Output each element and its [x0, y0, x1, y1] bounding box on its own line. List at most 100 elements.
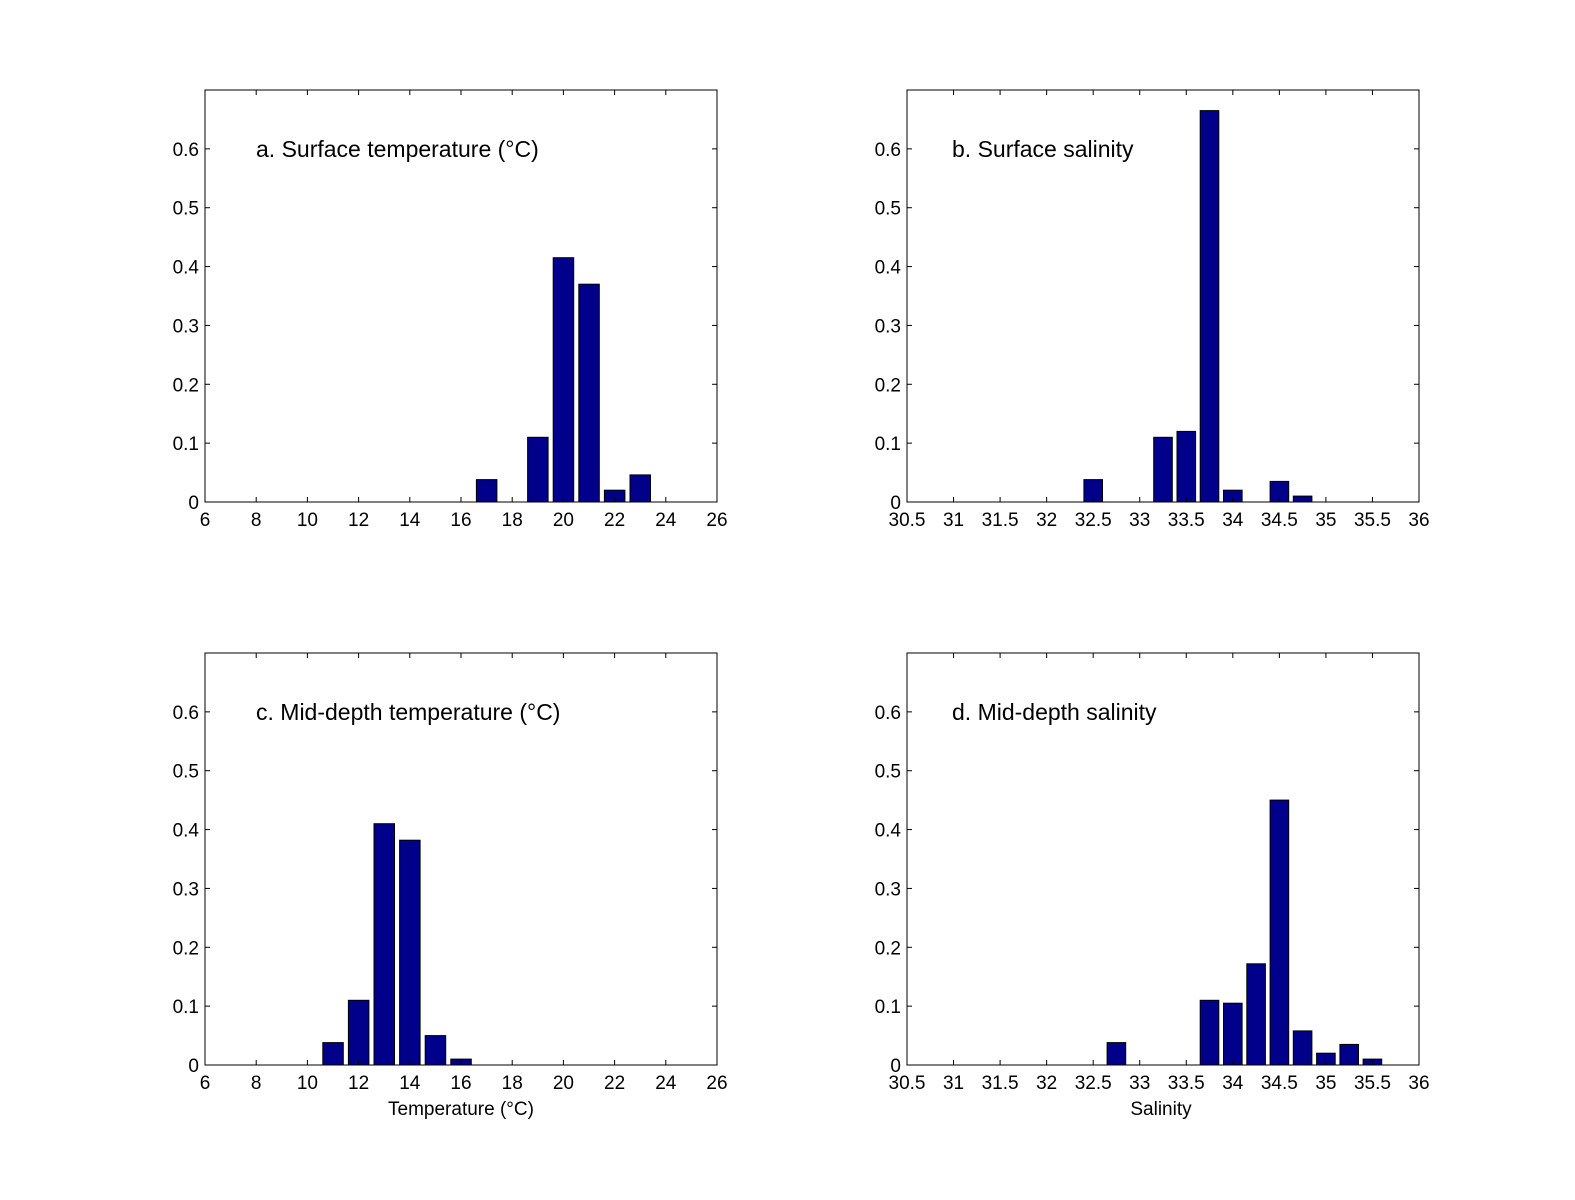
y-tick-label: 0.3	[875, 879, 901, 900]
bar	[1199, 110, 1220, 503]
y-tick-label: 0.4	[875, 258, 902, 279]
x-tick-label: 34	[1222, 1073, 1244, 1094]
y-tick-label: 0.3	[875, 316, 901, 337]
x-tick-label: 14	[399, 510, 421, 531]
x-tick-label: 20	[553, 510, 574, 531]
bar	[1176, 430, 1197, 503]
x-tick-label: 22	[604, 510, 625, 531]
y-tick-label: 0.6	[173, 703, 199, 724]
y-tick-label: 0.2	[875, 938, 901, 959]
x-tick-label: 16	[450, 510, 471, 531]
x-tick-label: 12	[348, 510, 369, 531]
axes-frame	[906, 89, 1420, 503]
x-tick-label: 32.5	[1075, 1073, 1112, 1094]
x-tick-label: 10	[297, 1073, 318, 1094]
x-tick-label: 30.5	[889, 1073, 926, 1094]
x-tick-label: 33	[1129, 510, 1150, 531]
x-tick-label: 24	[655, 1073, 677, 1094]
bar	[578, 283, 600, 503]
panel-surface-temperature: 6 8 10 12 14 16 18 20 22 24 2600.10.20.30.40.50.6 …	[173, 89, 728, 531]
panel-mid-depth-salinity: 30.5 31 31.5 32 32.5 33 33.5 34 34.5 35 35.5 36 0 0.1…	[875, 652, 1430, 1120]
x-tick-label: 35	[1315, 510, 1336, 531]
x-tick-label: 33.5	[1168, 1073, 1205, 1094]
y-tick-label: 0.2	[875, 375, 901, 396]
y-tick-label: 0	[890, 1056, 901, 1077]
y-tick-label: 0.4	[875, 821, 902, 842]
x-tick-label: 8	[251, 510, 262, 531]
y-tick-label: 0	[188, 1056, 199, 1077]
x-tick-label: 18	[502, 510, 523, 531]
bar	[1339, 1043, 1360, 1066]
x-tick-label: 35	[1315, 1073, 1336, 1094]
x-tick-label: 35.5	[1354, 510, 1391, 531]
x-tick-label: 34.5	[1261, 510, 1298, 531]
x-tick-label: 24	[655, 510, 677, 531]
bar	[552, 257, 575, 503]
x-tick-label: 14	[399, 1073, 421, 1094]
x-tick-label: 31.5	[982, 510, 1019, 531]
x-tick-label: 12	[348, 1073, 369, 1094]
y-tick-label: 0.5	[875, 199, 901, 220]
x-tick-label: 6	[200, 1073, 211, 1094]
x-tick-label: 18	[502, 1073, 523, 1094]
x-tick-label: 30.5	[889, 510, 926, 531]
x-tick-label: 34	[1222, 510, 1244, 531]
y-tick-label: 0.4	[173, 821, 200, 842]
y-tick-label: 0.6	[173, 140, 199, 161]
x-tick-label: 36	[1408, 510, 1429, 531]
x-tick-label: 36	[1408, 1073, 1429, 1094]
x-tick-label: 33	[1129, 1073, 1150, 1094]
y-tick-label: 0.3	[173, 879, 199, 900]
bar	[1223, 1002, 1243, 1066]
x-tick-label: 34.5	[1261, 1073, 1298, 1094]
x-tick-label: 10	[297, 510, 318, 531]
x-tick-label: 16	[450, 1073, 471, 1094]
x-axis-label: Temperature (°C)	[388, 1099, 534, 1120]
bar	[322, 1042, 344, 1066]
axes-frame	[906, 652, 1420, 1066]
bar	[1153, 436, 1173, 503]
y-tick-label: 0.1	[875, 997, 901, 1018]
x-tick-label: 26	[706, 1073, 727, 1094]
tick-group: 30.5 31 31.5 32 32.5 33 33.5 34 34.5 35 35.5 36 0 0.1…	[875, 90, 1430, 531]
bar	[1269, 799, 1290, 1066]
x-tick-label: 31	[943, 1073, 964, 1094]
x-tick-label: 33.5	[1168, 510, 1205, 531]
y-tick-label: 0.1	[875, 434, 901, 455]
y-tick-label: 0.6	[875, 140, 901, 161]
panel-title: d. Mid-depth salinity	[952, 699, 1157, 725]
y-tick-label: 0.3	[173, 316, 199, 337]
bar	[1106, 1042, 1127, 1066]
y-tick-label: 0	[188, 493, 199, 514]
x-tick-label: 26	[706, 510, 727, 531]
y-tick-label: 0.4	[173, 258, 200, 279]
x-tick-label: 35.5	[1354, 1073, 1391, 1094]
y-tick-label: 0.2	[173, 375, 199, 396]
y-tick-label: 0.5	[875, 762, 901, 783]
x-tick-label: 20	[553, 1073, 574, 1094]
panel-surface-salinity: 30.5 31 31.5 32 32.5 33 33.5 34 34.5 35 35.5 36 0 0.1…	[875, 89, 1430, 531]
bar	[1199, 999, 1220, 1066]
y-tick-label: 0.1	[173, 997, 199, 1018]
panel-mid-depth-temperature: 6 8 10 12 14 16 18 20 22 24 2600.10.20.30.40.50.6 …	[173, 652, 728, 1120]
bar	[373, 823, 395, 1066]
y-tick-label: 0.5	[173, 199, 199, 220]
bar-group	[475, 257, 651, 503]
tick-group: 6 8 10 12 14 16 18 20 22 24 26 0 0.1 0.2 0.3 0.4 0.5 0.6	[173, 90, 728, 531]
bar-group	[322, 823, 472, 1066]
x-tick-label: 6	[200, 510, 211, 531]
bar	[347, 999, 370, 1066]
y-tick-label: 0.1	[173, 434, 199, 455]
tick-group: 6 8 10 12 14 16 18 20 22 24 26 0 0.1 0.2 0.3 0.4 0.5 0.6	[173, 653, 728, 1094]
x-tick-label: 32	[1036, 510, 1057, 531]
bar	[1246, 963, 1266, 1066]
bar	[527, 436, 549, 503]
bar	[424, 1035, 447, 1066]
y-tick-label: 0	[890, 493, 901, 514]
y-tick-label: 0.6	[875, 703, 901, 724]
bar	[475, 479, 498, 503]
y-tick-label: 0.5	[173, 762, 199, 783]
x-tick-label: 32	[1036, 1073, 1057, 1094]
